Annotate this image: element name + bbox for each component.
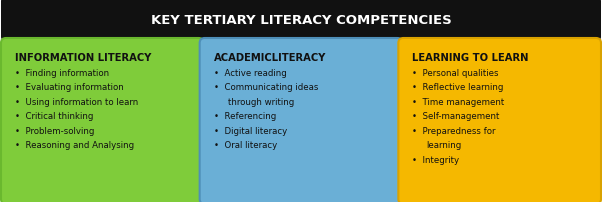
Text: •  Reflective learning: • Reflective learning bbox=[412, 83, 504, 92]
Text: •  Personal qualities: • Personal qualities bbox=[412, 69, 499, 78]
Text: •  Critical thinking: • Critical thinking bbox=[15, 112, 93, 121]
Text: •  Oral literacy: • Oral literacy bbox=[214, 141, 277, 150]
Text: •  Finding information: • Finding information bbox=[15, 69, 109, 78]
Text: through writing: through writing bbox=[228, 98, 294, 106]
Text: INFORMATION LITERACY: INFORMATION LITERACY bbox=[15, 53, 151, 63]
Text: •  Preparedness for: • Preparedness for bbox=[412, 126, 496, 135]
Text: •  Using information to learn: • Using information to learn bbox=[15, 98, 138, 106]
FancyBboxPatch shape bbox=[1, 0, 601, 41]
Text: •  Reasoning and Analysing: • Reasoning and Analysing bbox=[15, 141, 134, 150]
Text: •  Self-management: • Self-management bbox=[412, 112, 500, 121]
Text: •  Active reading: • Active reading bbox=[214, 69, 287, 78]
Text: •  Time management: • Time management bbox=[412, 98, 504, 106]
Text: LEARNING TO LEARN: LEARNING TO LEARN bbox=[412, 53, 529, 63]
FancyBboxPatch shape bbox=[200, 39, 402, 202]
Text: •  Evaluating information: • Evaluating information bbox=[15, 83, 124, 92]
Text: •  Communicating ideas: • Communicating ideas bbox=[214, 83, 318, 92]
Text: ACADEMICLITERACY: ACADEMICLITERACY bbox=[214, 53, 326, 63]
Text: learning: learning bbox=[426, 141, 462, 150]
FancyBboxPatch shape bbox=[1, 39, 203, 202]
Text: •  Problem-solving: • Problem-solving bbox=[15, 126, 95, 135]
Text: •  Digital literacy: • Digital literacy bbox=[214, 126, 287, 135]
Text: •  Referencing: • Referencing bbox=[214, 112, 276, 121]
FancyBboxPatch shape bbox=[399, 39, 601, 202]
Text: •  Integrity: • Integrity bbox=[412, 155, 459, 164]
Text: KEY TERTIARY LITERACY COMPETENCIES: KEY TERTIARY LITERACY COMPETENCIES bbox=[150, 14, 452, 26]
